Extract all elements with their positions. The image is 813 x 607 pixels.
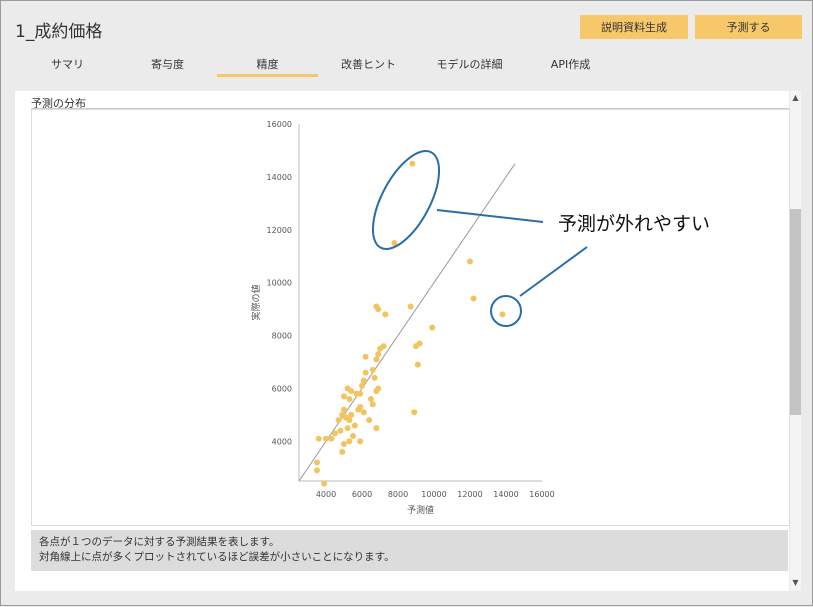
data-point <box>375 306 382 313</box>
y-tick-label: 4000 <box>272 437 292 446</box>
predict-button[interactable]: 予測する <box>695 15 802 39</box>
description-line-2: 対角線上に点が多くプロットされているほど誤差が小さいことになります。 <box>39 551 395 563</box>
section-divider <box>31 108 789 109</box>
data-point <box>470 295 477 302</box>
data-point <box>357 438 364 445</box>
y-tick-label: 14000 <box>267 173 292 182</box>
callout-text: 予測が外れやすい <box>558 213 711 235</box>
data-point <box>366 417 373 424</box>
data-point <box>371 374 378 381</box>
data-point <box>357 390 364 397</box>
data-point <box>359 382 365 389</box>
data-point <box>346 417 353 424</box>
annotations <box>371 150 588 327</box>
data-point <box>337 427 344 434</box>
outlier-highlight-circle <box>490 295 522 327</box>
tab-model-details[interactable]: モデルの詳細 <box>436 58 503 71</box>
data-point <box>407 303 414 310</box>
data-point <box>314 467 320 474</box>
tab-api[interactable]: API作成 <box>550 58 591 71</box>
generate-report-button[interactable]: 説明資料生成 <box>580 15 688 39</box>
data-point <box>382 311 389 318</box>
description-line-1: 各点が１つのデータに対する予測結果を表します。 <box>39 536 280 548</box>
x-tick-label: 10000 <box>421 490 446 499</box>
callout-line-1 <box>436 209 544 223</box>
x-tick-label: 16000 <box>529 490 554 499</box>
data-point <box>341 440 347 447</box>
data-point <box>409 160 416 167</box>
page-title: 1_成約価格 <box>15 22 103 42</box>
data-point <box>332 430 338 437</box>
data-point <box>315 435 322 442</box>
data-point <box>360 409 367 416</box>
data-point <box>362 353 369 360</box>
scrollbar-thumb[interactable] <box>790 209 801 415</box>
y-axis-label: 実際の値 <box>250 284 262 320</box>
data-point <box>369 366 376 373</box>
data-point <box>314 459 320 466</box>
y-tick-label: 8000 <box>272 332 292 341</box>
data-point <box>344 425 351 432</box>
data-point <box>355 406 362 413</box>
y-tick-label: 16000 <box>267 120 292 129</box>
data-point <box>411 409 418 416</box>
vertical-scrollbar[interactable]: ▲ ▼ <box>790 91 801 591</box>
x-tick-label: 6000 <box>352 490 372 499</box>
data-point <box>429 324 436 331</box>
data-point <box>375 351 382 358</box>
x-tick-label: 14000 <box>493 490 518 499</box>
x-tick-label: 8000 <box>388 490 408 499</box>
section-label: 予測の分布 <box>31 97 86 110</box>
tab-bar: サマリ 寄与度 精度 改善ヒント モデルの詳細 API作成 <box>1 56 801 80</box>
data-point <box>362 369 369 376</box>
tab-summary[interactable]: サマリ <box>51 58 84 71</box>
callout-line-2 <box>519 246 588 297</box>
data-point <box>348 411 355 418</box>
data-point <box>341 393 347 400</box>
data-point <box>369 401 376 408</box>
y-tick-label: 12000 <box>267 226 292 235</box>
data-point <box>391 240 398 246</box>
data-point <box>373 425 380 432</box>
tab-contribution[interactable]: 寄与度 <box>151 58 184 71</box>
data-point <box>328 435 335 442</box>
data-point <box>373 356 380 363</box>
x-axis-label: 予測値 <box>407 504 434 516</box>
tab-improvement-hints[interactable]: 改善ヒント <box>341 58 396 71</box>
data-point <box>373 388 380 395</box>
data-point <box>499 311 506 318</box>
data-point <box>321 480 328 487</box>
x-tick-label: 12000 <box>457 490 482 499</box>
chart-axes: 4000 6000 8000 10000 12000 14000 16000 4000 6000… <box>267 120 555 499</box>
y-tick-label: 10000 <box>267 279 292 288</box>
data-point <box>368 396 374 403</box>
data-point <box>360 377 367 384</box>
data-point <box>341 406 347 413</box>
data-point <box>339 448 346 455</box>
data-points <box>314 160 506 487</box>
data-point <box>413 343 419 350</box>
data-point <box>414 361 421 368</box>
data-point <box>346 396 353 403</box>
data-point <box>346 438 353 445</box>
data-point <box>377 345 383 352</box>
scroll-up-icon[interactable]: ▲ <box>792 93 799 102</box>
data-point <box>323 435 329 442</box>
x-tick-label: 4000 <box>316 490 336 499</box>
y-tick-label: 6000 <box>272 384 292 393</box>
data-point <box>467 258 473 265</box>
data-point <box>348 388 355 395</box>
outlier-highlight-ellipse <box>371 150 441 250</box>
data-point <box>350 433 356 440</box>
diagonal-reference-line <box>298 163 516 482</box>
tab-accuracy[interactable]: 精度 <box>217 56 318 77</box>
data-point <box>351 422 358 429</box>
scroll-down-icon[interactable]: ▼ <box>792 578 799 587</box>
data-point <box>335 417 342 424</box>
content-panel: 予測の分布 各点が１つのデータに対する予測結果を表します。 対角線上に点が多くプ… <box>15 91 790 591</box>
description-box: 各点が１つのデータに対する予測結果を表します。 対角線上に点が多くプロットされて… <box>31 530 788 571</box>
